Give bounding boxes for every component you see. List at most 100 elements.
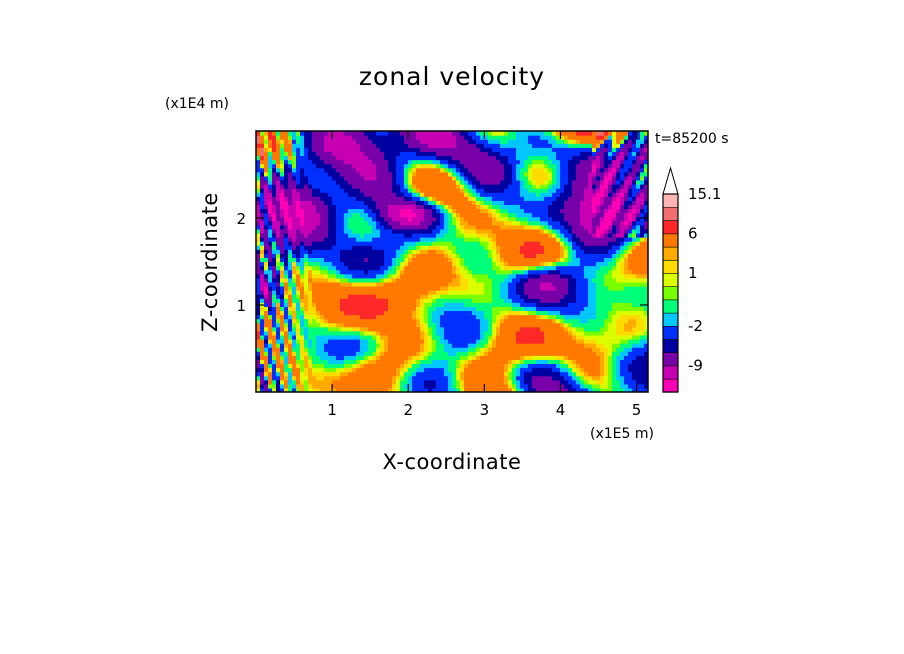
heatmap-cell xyxy=(276,314,281,320)
heatmap-cell xyxy=(556,379,561,385)
heatmap-cell xyxy=(280,363,285,369)
heatmap-cell xyxy=(304,363,309,369)
heatmap-cell xyxy=(512,355,517,360)
heatmap-cell xyxy=(404,379,409,385)
heatmap-cell xyxy=(484,179,489,185)
heatmap-cell xyxy=(444,302,449,307)
heatmap-cell xyxy=(412,228,417,234)
heatmap-cell xyxy=(444,355,449,360)
heatmap-cell xyxy=(364,310,369,316)
heatmap-cell xyxy=(416,298,421,303)
heatmap-cell xyxy=(324,338,329,344)
heatmap-cell xyxy=(304,314,309,320)
heatmap-cell xyxy=(344,355,349,360)
heatmap-cell xyxy=(324,285,329,291)
heatmap-cell xyxy=(356,261,361,267)
heatmap-cell xyxy=(384,208,389,214)
heatmap-cell xyxy=(356,383,361,389)
heatmap-cell xyxy=(548,196,553,201)
heatmap-cell xyxy=(372,208,377,214)
heatmap-cell xyxy=(500,135,505,140)
heatmap-cell xyxy=(452,351,457,356)
heatmap-cell xyxy=(524,151,529,157)
heatmap-cell xyxy=(404,208,409,214)
heatmap-cell xyxy=(432,290,437,295)
heatmap-cell xyxy=(384,322,389,328)
heatmap-cell xyxy=(332,171,337,177)
heatmap-cell xyxy=(396,135,401,140)
heatmap-cell xyxy=(324,261,329,267)
heatmap-cell xyxy=(420,322,425,328)
heatmap-cell xyxy=(536,228,541,234)
heatmap-cell xyxy=(532,290,537,295)
heatmap-cell xyxy=(332,167,337,173)
heatmap-cell xyxy=(492,334,497,340)
heatmap-cell xyxy=(268,261,273,267)
heatmap-cell xyxy=(432,379,437,385)
heatmap-cell xyxy=(444,343,449,348)
heatmap-cell xyxy=(304,355,309,360)
heatmap-cell xyxy=(280,347,285,352)
heatmap-cell xyxy=(320,175,325,181)
heatmap-cell xyxy=(324,171,329,177)
heatmap-cell xyxy=(304,302,309,307)
heatmap-cell xyxy=(504,265,509,271)
heatmap-cell xyxy=(384,371,389,377)
heatmap-cell xyxy=(264,245,269,250)
heatmap-cell xyxy=(280,326,285,332)
heatmap-cell xyxy=(480,310,485,316)
heatmap-cell xyxy=(440,375,445,381)
heatmap-cell xyxy=(516,143,521,148)
heatmap-cell xyxy=(280,237,285,242)
heatmap-cell xyxy=(412,131,417,136)
heatmap-cell xyxy=(316,338,321,344)
heatmap-cell xyxy=(364,383,369,389)
heatmap-cell xyxy=(436,139,441,144)
heatmap-cell xyxy=(332,294,337,299)
heatmap-cell xyxy=(528,330,533,336)
heatmap-cell xyxy=(376,196,381,201)
heatmap-cell xyxy=(376,363,381,369)
heatmap-cell xyxy=(280,131,285,136)
heatmap-cell xyxy=(480,371,485,377)
heatmap-cell xyxy=(364,359,369,365)
heatmap-cell xyxy=(480,167,485,173)
heatmap-cell xyxy=(504,159,509,165)
heatmap-cell xyxy=(428,131,433,136)
heatmap-cell xyxy=(412,167,417,173)
heatmap-cell xyxy=(556,273,561,279)
heatmap-cell xyxy=(316,318,321,324)
heatmap-cell xyxy=(504,208,509,214)
heatmap-cell xyxy=(288,281,293,287)
heatmap-cell xyxy=(400,220,405,226)
heatmap-cell xyxy=(396,184,401,189)
heatmap-cell xyxy=(500,359,505,365)
heatmap-cell xyxy=(388,188,393,193)
heatmap-cell xyxy=(500,273,505,279)
heatmap-cell xyxy=(364,306,369,312)
heatmap-cell xyxy=(552,285,557,291)
heatmap-cell xyxy=(472,367,477,373)
heatmap-cell xyxy=(560,302,565,307)
heatmap-cell xyxy=(476,220,481,226)
heatmap-cell xyxy=(404,261,409,267)
heatmap-cell xyxy=(368,151,373,157)
heatmap-cell xyxy=(380,326,385,332)
heatmap-cell xyxy=(452,273,457,279)
heatmap-cell xyxy=(268,163,273,169)
heatmap-cell xyxy=(472,318,477,324)
heatmap-cell xyxy=(408,277,413,283)
heatmap-cell xyxy=(312,135,317,140)
heatmap-cell xyxy=(536,212,541,218)
heatmap-cell xyxy=(424,135,429,140)
heatmap-cell xyxy=(564,159,569,165)
heatmap-cell xyxy=(312,200,317,206)
heatmap-cell xyxy=(564,298,569,303)
heatmap-cell xyxy=(436,261,441,267)
heatmap-cell xyxy=(424,175,429,181)
heatmap-cell xyxy=(532,314,537,320)
heatmap-cell xyxy=(544,351,549,356)
heatmap-cell xyxy=(256,167,261,173)
heatmap-cell xyxy=(384,375,389,381)
heatmap-cell xyxy=(304,139,309,144)
